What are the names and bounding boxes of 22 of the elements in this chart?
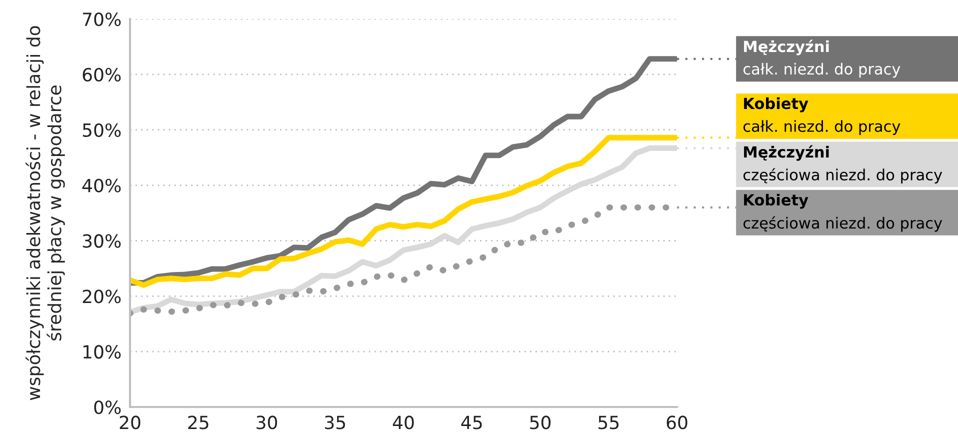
legend-label: Mężczyźni częściowa niezd. do pracy [743, 145, 942, 184]
x-tick-label: 30 [256, 416, 278, 430]
x-tick-label: 40 [392, 416, 414, 430]
x-tick-label: 55 [598, 416, 619, 430]
x-tick-label: 35 [325, 416, 346, 430]
x-tick-label: 20 [120, 416, 140, 430]
y-tick-label: 10% [84, 345, 121, 359]
text: Kobiety całk. niezd. do pracy [743, 97, 900, 135]
y-tick-label: 0% [94, 400, 121, 414]
y-tick-label: 50% [82, 123, 121, 137]
legend-label: Mężczyźni całk. niezd. do pracy [743, 40, 900, 78]
y-axis-title: współczynniki adekwatności - w relacji do średniej płacy w gospodarce [26, 26, 65, 400]
x-tick-label: 60 [666, 416, 688, 430]
y-tick-label: 30% [82, 234, 121, 248]
legend-label: Kobiety częściowa niezd. do pracy [743, 194, 942, 232]
y-tick-label: 40% [82, 178, 121, 192]
y-tick-label: 60% [82, 68, 121, 82]
y-tick-label: 20% [82, 290, 121, 304]
y-tick-label: 70% [83, 12, 121, 26]
x-tick-label: 50 [530, 416, 551, 430]
x-tick-label: 45 [461, 416, 482, 430]
x-tick-label: 25 [188, 416, 208, 430]
